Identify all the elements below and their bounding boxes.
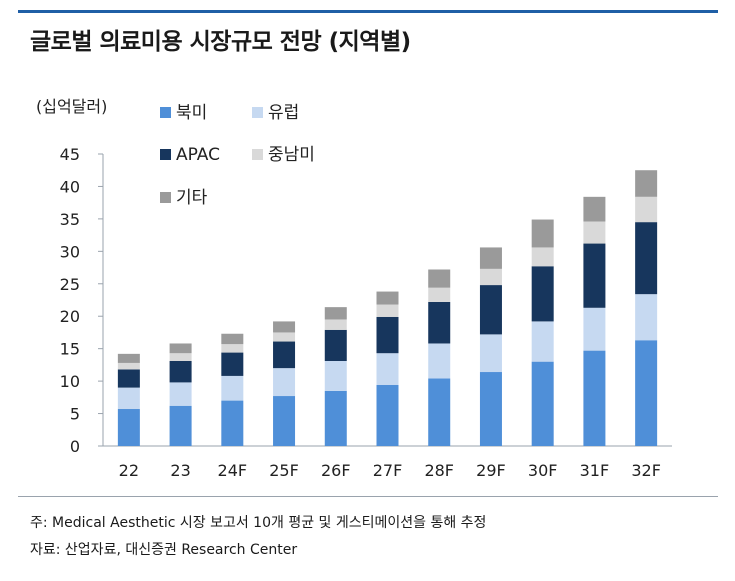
bar-segment-중남미 xyxy=(273,332,296,342)
y-tick-label: 40 xyxy=(60,177,80,196)
legend-swatch xyxy=(252,149,263,160)
stacked-bar-chart: (십억달러) 0 5 10 15 20 25 30 35 40 45 22 23 24F 25F 26F 27F… xyxy=(36,97,672,480)
bar-segment-APAC xyxy=(221,352,244,376)
bar-segment-기타 xyxy=(117,353,140,363)
y-tick-label: 10 xyxy=(60,372,80,391)
bar-segment-중남미 xyxy=(479,268,502,286)
top-rule xyxy=(18,10,718,13)
bar-segment-유럽 xyxy=(221,375,244,401)
bar-segment-중남미 xyxy=(376,304,399,317)
bar-segment-유럽 xyxy=(324,360,347,391)
legend-swatch xyxy=(160,192,171,203)
bar-segment-북미 xyxy=(428,378,451,446)
y-tick-label: 5 xyxy=(70,405,80,424)
bar-segment-유럽 xyxy=(583,307,606,351)
legend-swatch xyxy=(252,107,263,118)
bar-segment-기타 xyxy=(376,291,399,305)
x-tick-label: 28F xyxy=(424,461,454,480)
bar-segment-북미 xyxy=(635,340,658,446)
legend-swatch xyxy=(160,149,171,160)
legend-label: 중남미 xyxy=(268,145,315,165)
bar-segment-중남미 xyxy=(428,287,451,302)
legend-label: APAC xyxy=(176,145,220,165)
x-tick-label: 29F xyxy=(476,461,506,480)
bar-segment-기타 xyxy=(428,269,451,288)
bar-segment-기타 xyxy=(583,196,606,222)
y-tick-label: 35 xyxy=(60,210,80,229)
legend-label: 유럽 xyxy=(268,103,299,123)
y-tick-label: 30 xyxy=(60,242,80,261)
bar-segment-APAC xyxy=(531,266,554,322)
bar-segment-기타 xyxy=(324,307,347,320)
page-title: 글로벌 의료미용 시장규모 전망 (지역별) xyxy=(30,29,411,55)
bar-segment-유럽 xyxy=(428,343,451,379)
bar-segment-중남미 xyxy=(117,362,140,370)
bar-segment-APAC xyxy=(635,222,658,295)
bar-segment-유럽 xyxy=(273,368,296,397)
bar-segment-북미 xyxy=(117,409,140,446)
footnote: 주: Medical Aesthetic 시장 보고서 10개 평균 및 게스티… xyxy=(30,515,487,531)
x-tick-label: 31F xyxy=(580,461,610,480)
bar-segment-북미 xyxy=(583,350,606,446)
bar-segment-북미 xyxy=(376,385,399,446)
y-tick-label: 45 xyxy=(60,145,80,164)
legend-label: 기타 xyxy=(176,188,208,208)
x-tick-label: 25F xyxy=(269,461,299,480)
y-tick-label: 15 xyxy=(60,340,80,359)
bar-segment-APAC xyxy=(169,360,192,383)
bar-segment-북미 xyxy=(324,390,347,446)
bar-segment-기타 xyxy=(221,333,244,345)
bar-segment-APAC xyxy=(117,369,140,388)
unit-label: (십억달러) xyxy=(36,97,107,116)
bar-segment-유럽 xyxy=(376,353,399,386)
source-note: 자료: 산업자료, 대신증권 Research Center xyxy=(30,542,298,558)
x-tick-label: 24F xyxy=(218,461,248,480)
y-tick-label: 25 xyxy=(60,275,80,294)
bar-segment-중남미 xyxy=(583,221,606,244)
bar-segment-북미 xyxy=(531,361,554,446)
bar-segment-기타 xyxy=(273,321,296,333)
y-tick-label: 20 xyxy=(60,307,80,326)
bar-segment-유럽 xyxy=(479,334,502,373)
bar-segment-북미 xyxy=(479,372,502,446)
bar-segment-APAC xyxy=(583,243,606,308)
bar-segment-APAC xyxy=(324,329,347,361)
bar-segment-APAC xyxy=(428,301,451,344)
bar-segment-북미 xyxy=(273,396,296,446)
x-tick-label: 30F xyxy=(528,461,558,480)
bar-segment-APAC xyxy=(273,341,296,369)
bar-segment-중남미 xyxy=(221,344,244,353)
bar-segment-북미 xyxy=(169,405,192,446)
bar-segment-유럽 xyxy=(531,321,554,362)
x-tick-label: 22 xyxy=(119,461,139,480)
bar-segment-기타 xyxy=(169,343,192,354)
x-tick-label: 26F xyxy=(321,461,351,480)
bar-segment-기타 xyxy=(479,247,502,269)
bar-segment-APAC xyxy=(479,285,502,335)
bar-segment-중남미 xyxy=(531,247,554,267)
bar-segment-유럽 xyxy=(117,387,140,410)
bar-segment-APAC xyxy=(376,316,399,354)
x-tick-label: 27F xyxy=(373,461,403,480)
bar-segment-기타 xyxy=(635,170,658,197)
bar-segment-북미 xyxy=(221,400,244,446)
legend-label: 북미 xyxy=(176,103,207,123)
y-tick-label: 0 xyxy=(70,437,80,456)
bar-segment-유럽 xyxy=(169,382,192,406)
bar-segment-중남미 xyxy=(324,319,347,330)
bar-segment-기타 xyxy=(531,219,554,248)
legend-swatch xyxy=(160,107,171,118)
bar-segment-유럽 xyxy=(635,294,658,341)
bar-segment-중남미 xyxy=(635,196,658,223)
x-tick-label: 32F xyxy=(631,461,661,480)
bottom-rule xyxy=(18,496,718,497)
bar-segment-중남미 xyxy=(169,353,192,361)
x-tick-label: 23 xyxy=(170,461,190,480)
